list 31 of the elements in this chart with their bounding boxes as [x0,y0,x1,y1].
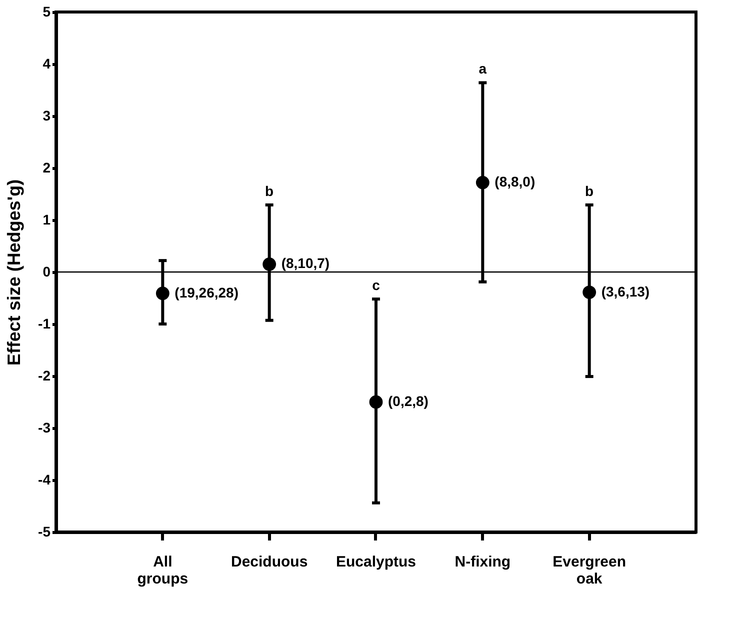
y-tick-label: -1 [38,316,51,332]
y-tick-label: -2 [38,368,51,384]
x-tick-label: Eucalyptus [336,554,416,570]
x-tick-label: N-fixing [454,554,511,570]
annotation: (8,10,7) [281,255,330,272]
annotation: c [372,277,380,294]
annotation: (0,2,8) [388,393,428,409]
y-tick-label: 0 [42,264,51,280]
y-tick-label: 2 [42,160,51,176]
annotation: a [478,60,487,77]
y-tick-label: 3 [42,108,51,124]
annotation: b [265,182,274,199]
y-tick-label: 1 [42,212,51,228]
point [262,258,276,271]
annotation: b [585,182,594,199]
y-tick-label: -4 [38,472,51,488]
x-tick-label: Deciduous [230,554,308,570]
y-tick-label: -3 [38,420,51,436]
y-tick-label: 5 [42,4,51,20]
y-axis-title: Effect size (Hedges'g) [4,179,24,366]
point [476,176,490,190]
x-tick-label: Evergreen oak [552,554,626,588]
annotation: (19,26,28) [174,284,238,300]
point [582,286,596,299]
annotation: (8,8,0) [494,174,536,190]
y-tick-label: 4 [42,56,51,72]
y-tick-label: -5 [38,524,51,540]
x-tick-label: All groups [137,554,188,588]
point [369,395,383,409]
annotation: (3,6,13) [601,283,650,300]
point [156,286,170,300]
